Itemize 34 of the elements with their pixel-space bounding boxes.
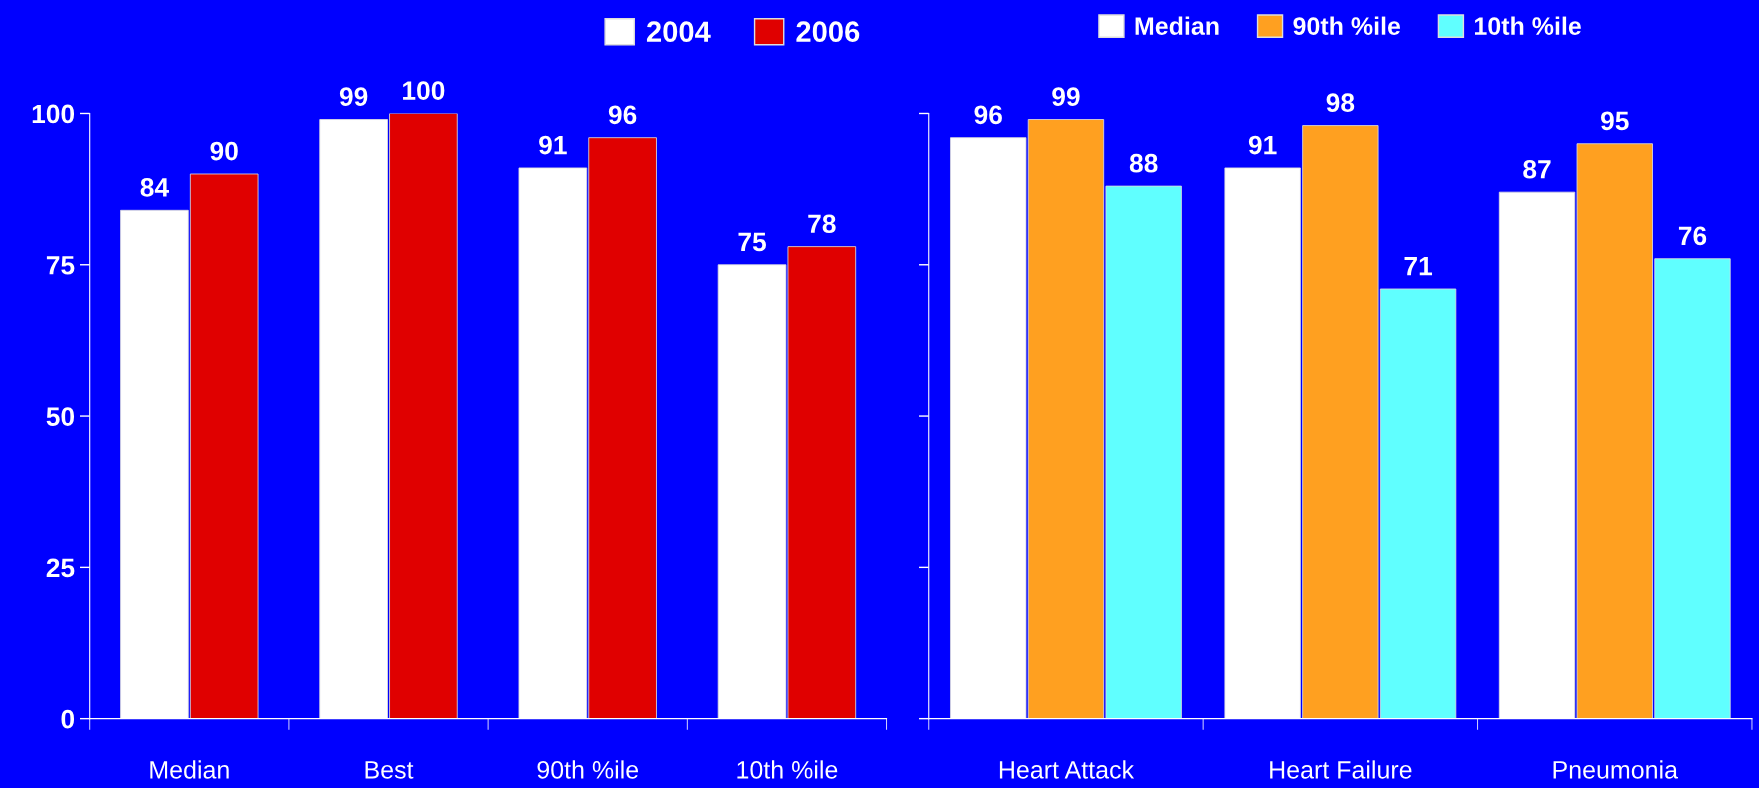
- y-tick-label: 25: [46, 558, 75, 578]
- x-tick-label: Heart Attack: [999, 760, 1135, 779]
- data-label: 84: [140, 178, 169, 197]
- data-label: 91: [539, 135, 567, 155]
- x-tick-label: 10th %ile: [737, 760, 838, 779]
- data-label: 87: [1523, 159, 1551, 179]
- x-tick-label: Pneumonia: [1553, 760, 1678, 779]
- data-label: 96: [974, 105, 1002, 125]
- data-label: 95: [1601, 111, 1629, 131]
- data-label: 100: [403, 81, 445, 100]
- data-label: 75: [738, 232, 766, 252]
- legend-label: 10th %ile: [1474, 16, 1581, 35]
- y-tick-label: 50: [46, 407, 75, 426]
- legend-label: Median: [1135, 16, 1219, 35]
- data-label: 78: [808, 214, 836, 234]
- data-label: 88: [1129, 153, 1158, 173]
- data-label: 76: [1678, 226, 1707, 246]
- legend-label: 2004: [646, 21, 711, 43]
- data-label: 71: [1404, 257, 1433, 276]
- data-label: 98: [1326, 93, 1355, 113]
- legend-label: 2006: [796, 21, 860, 43]
- data-label: 91: [1248, 135, 1277, 155]
- legend-label: 90th %ile: [1293, 16, 1401, 35]
- x-tick-label: 90th %ile: [537, 760, 639, 779]
- x-tick-label: Median: [150, 760, 229, 779]
- y-tick-label: 100: [32, 104, 75, 124]
- data-label: 99: [339, 87, 368, 106]
- y-tick-label: 0: [61, 709, 75, 729]
- x-tick-label: Best: [365, 761, 414, 779]
- x-tick-label: Heart Failure: [1270, 760, 1412, 779]
- data-label: 99: [1052, 87, 1080, 106]
- data-label: 90: [210, 141, 238, 161]
- data-label: 96: [608, 105, 637, 125]
- y-tick-label: 75: [46, 256, 75, 275]
